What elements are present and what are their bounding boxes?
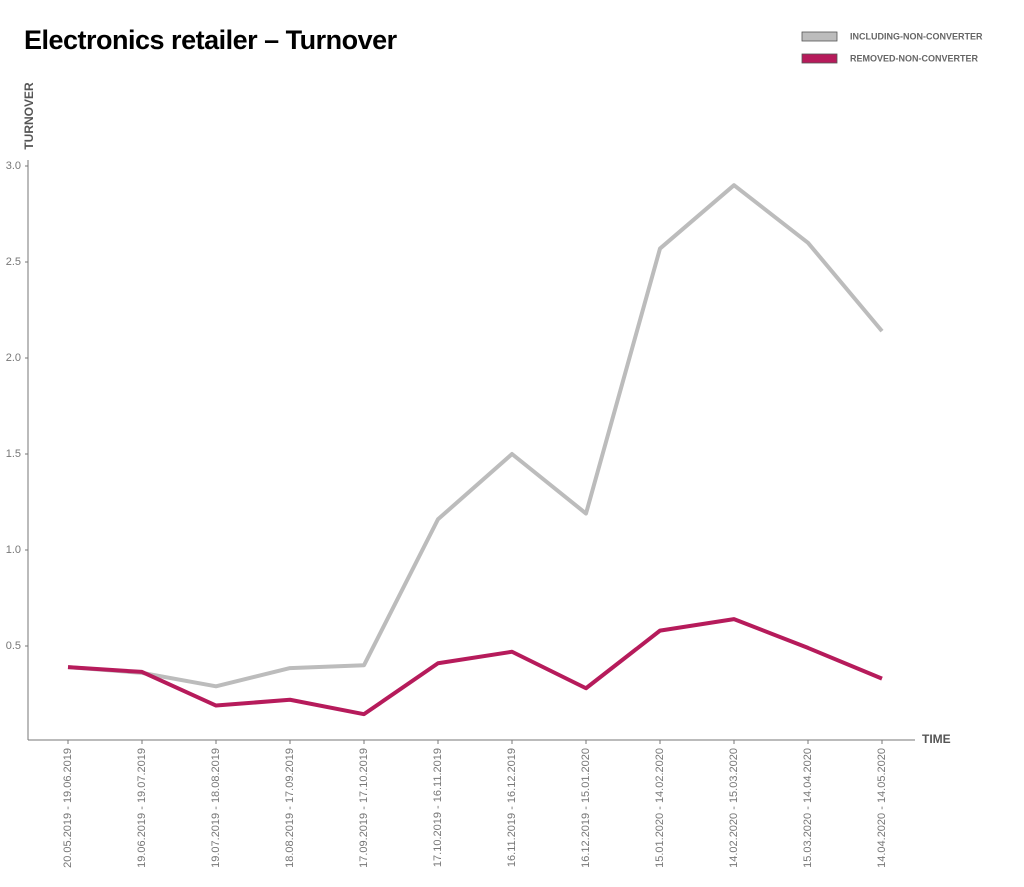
y-tick-label: 2.0 xyxy=(6,352,21,364)
x-tick-label: 14.02.2020 - 15.03.2020 xyxy=(728,748,740,868)
y-tick-label: 1.0 xyxy=(6,544,21,556)
x-tick-label: 16.12.2019 - 15.01.2020 xyxy=(580,748,592,868)
x-tick-label: 20.05.2019 - 19.06.2019 xyxy=(62,748,74,868)
x-tick-label: 19.07.2019 - 18.08.2019 xyxy=(210,748,222,868)
series-line xyxy=(67,617,883,717)
legend-label: REMOVED-NON-CONVERTER xyxy=(850,53,979,63)
legend-swatch xyxy=(801,31,838,42)
x-tick-label: 15.01.2020 - 14.02.2020 xyxy=(654,748,666,868)
x-axis-title: TIME xyxy=(922,732,951,746)
y-tick-label: 1.5 xyxy=(6,448,21,460)
legend-swatch xyxy=(801,53,838,64)
x-tick-label: 19.06.2019 - 19.07.2019 xyxy=(136,748,148,868)
x-tick-label: 15.03.2020 - 14.04.2020 xyxy=(802,748,814,868)
chart-title: Electronics retailer – Turnover xyxy=(24,25,398,55)
x-tick-label: 17.09.2019 - 17.10.2019 xyxy=(358,748,370,868)
series-line xyxy=(67,183,884,689)
x-tick-label: 17.10.2019 - 16.11.2019 xyxy=(432,748,444,867)
y-axis-title: TURNOVER xyxy=(22,82,36,150)
y-tick-label: 0.5 xyxy=(6,640,21,652)
legend-label: INCLUDING-NON-CONVERTER xyxy=(850,31,983,41)
x-tick-label: 16.11.2019 - 16.12.2019 xyxy=(506,748,518,867)
x-tick-label: 18.08.2019 - 17.09.2019 xyxy=(284,748,296,868)
y-tick-label: 3.0 xyxy=(6,160,21,172)
y-tick-label: 2.5 xyxy=(6,256,21,268)
x-tick-label: 14.04.2020 - 14.05.2020 xyxy=(876,748,888,868)
